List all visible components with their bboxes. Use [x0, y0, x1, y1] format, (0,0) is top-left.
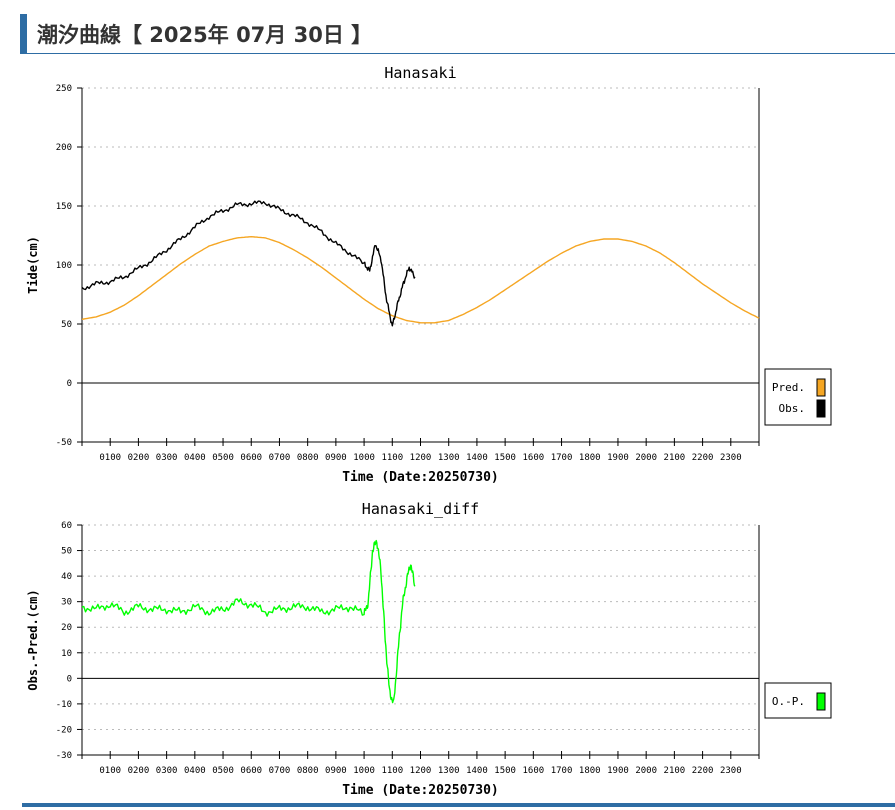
x-tick-label: 1000 [353, 453, 375, 463]
y-tick-label: 200 [56, 143, 72, 153]
x-tick-label: 0400 [184, 766, 206, 776]
chart-title: Hanasaki [384, 64, 456, 82]
x-tick-label: 0700 [269, 766, 291, 776]
x-tick-label: 0900 [325, 766, 347, 776]
y-tick-label: -10 [56, 700, 72, 710]
x-tick-label: 0600 [240, 766, 262, 776]
x-tick-label: 2300 [720, 453, 742, 463]
y-tick-label: 50 [61, 320, 72, 330]
y-axis-label: Obs.-Pred.(cm) [26, 589, 40, 690]
y-tick-label: 30 [61, 598, 72, 608]
x-tick-label: 0300 [156, 453, 178, 463]
legend-swatch [816, 692, 826, 711]
x-tick-label: 2100 [664, 766, 686, 776]
y-tick-label: 10 [61, 649, 72, 659]
x-tick-label: 1000 [353, 766, 375, 776]
x-tick-label: 1300 [438, 766, 460, 776]
diff-chart-panel: Hanasaki_diff 60 50 40 30 20 10 0 -10 -20 -30 0100 0… [22, 497, 895, 802]
legend-box [764, 368, 832, 426]
x-tick-label: 1200 [410, 766, 432, 776]
y-tick-label: 60 [61, 521, 72, 531]
x-tick-label: 0100 [99, 453, 121, 463]
legend-swatch [816, 378, 826, 397]
x-tick-label: 1400 [466, 453, 488, 463]
y-tick-label: -20 [56, 725, 72, 735]
footer-divider [22, 803, 895, 807]
x-tick-label: 1500 [494, 766, 516, 776]
y-tick-label: 250 [56, 84, 72, 94]
x-tick-label: 1800 [579, 766, 601, 776]
y-axis-label: Tide(cm) [26, 236, 40, 294]
series-line-pred [81, 235, 760, 324]
x-tick-label: 1700 [551, 453, 573, 463]
y-tick-label: 0 [67, 379, 72, 389]
x-tick-label: 0700 [269, 453, 291, 463]
x-tick-label: 1800 [579, 453, 601, 463]
tide-chart-panel: Hanasaki 250 200 150 100 50 0 -50 0100 0200 0300 04… [22, 58, 895, 490]
x-tick-label: 2100 [664, 453, 686, 463]
y-tick-label: 100 [56, 261, 72, 271]
y-tick-label: 40 [61, 572, 72, 582]
x-tick-label: 0500 [212, 453, 234, 463]
x-tick-label: 1100 [381, 766, 403, 776]
x-tick-label: 1300 [438, 453, 460, 463]
series-line-obs [81, 200, 416, 327]
tide-chart: Hanasaki 250 200 150 100 50 0 -50 0100 0200 0300 04… [26, 64, 832, 485]
x-tick-label: 0200 [128, 453, 150, 463]
x-tick-label: 0100 [99, 766, 121, 776]
x-axis-label: Time (Date:20250730) [342, 470, 499, 485]
legend-swatch [816, 399, 826, 418]
y-tick-label: -30 [56, 751, 72, 761]
diff-chart: Hanasaki_diff 60 50 40 30 20 10 0 -10 -20 -30 0100 0… [26, 500, 832, 798]
x-tick-label: 1900 [607, 766, 629, 776]
x-tick-label: 2000 [635, 766, 657, 776]
legend-label: Pred. [772, 381, 805, 394]
x-tick-label: 2300 [720, 766, 742, 776]
chart-title: Hanasaki_diff [362, 500, 479, 518]
x-tick-label: 1400 [466, 766, 488, 776]
x-tick-label: 2200 [692, 766, 714, 776]
x-tick-label: 2200 [692, 453, 714, 463]
x-tick-label: 0800 [297, 453, 319, 463]
x-tick-label: 1600 [522, 766, 544, 776]
x-tick-label: 1200 [410, 453, 432, 463]
x-tick-label: 1600 [522, 453, 544, 463]
x-tick-label: 1500 [494, 453, 516, 463]
x-tick-label: 0200 [128, 766, 150, 776]
x-axis-label: Time (Date:20250730) [342, 783, 499, 798]
x-tick-label: 0500 [212, 766, 234, 776]
x-tick-label: 0400 [184, 453, 206, 463]
y-tick-label: 20 [61, 623, 72, 633]
legend-label: O.-P. [772, 695, 805, 708]
x-tick-label: 0900 [325, 453, 347, 463]
x-tick-label: 0600 [240, 453, 262, 463]
x-tick-label: 2000 [635, 453, 657, 463]
y-tick-label: 150 [56, 202, 72, 212]
series-line-op [81, 539, 416, 704]
page-title: 潮汐曲線【 2025年 07月 30日 】 [37, 22, 373, 47]
x-tick-label: 1700 [551, 766, 573, 776]
x-tick-label: 0800 [297, 766, 319, 776]
y-tick-label: -50 [56, 438, 72, 448]
legend-label: Obs. [779, 402, 806, 415]
x-tick-label: 1900 [607, 453, 629, 463]
x-tick-label: 1100 [381, 453, 403, 463]
y-tick-label: 0 [67, 674, 72, 684]
y-tick-label: 50 [61, 547, 72, 557]
page-header: 潮汐曲線【 2025年 07月 30日 】 [20, 14, 895, 54]
x-tick-label: 0300 [156, 766, 178, 776]
